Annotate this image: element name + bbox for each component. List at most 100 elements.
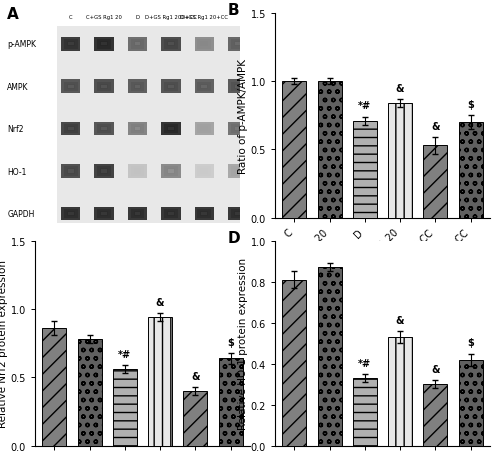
Bar: [168, 86, 174, 89]
Bar: [161, 80, 180, 94]
Bar: [102, 43, 107, 46]
Bar: [134, 84, 141, 90]
Bar: [168, 170, 174, 173]
Bar: [64, 167, 78, 177]
Bar: [458, 360, 482, 446]
Bar: [231, 40, 244, 50]
Bar: [98, 82, 111, 92]
Bar: [234, 42, 241, 47]
Bar: [128, 207, 147, 221]
Bar: [131, 125, 144, 134]
Bar: [194, 165, 214, 178]
Bar: [134, 126, 141, 132]
Bar: [134, 128, 140, 131]
Bar: [98, 167, 111, 177]
Text: D: D: [228, 231, 240, 246]
Bar: [198, 40, 211, 50]
Bar: [68, 43, 73, 46]
Bar: [228, 38, 248, 51]
Bar: [184, 391, 208, 446]
Text: Nrf2: Nrf2: [8, 125, 24, 134]
Bar: [168, 128, 174, 131]
Text: *#: *#: [358, 358, 372, 368]
Bar: [100, 126, 108, 132]
Bar: [161, 38, 180, 51]
Bar: [61, 207, 80, 221]
Bar: [167, 84, 175, 90]
Bar: [102, 86, 107, 89]
Bar: [78, 339, 102, 446]
Bar: [64, 125, 78, 134]
Text: AMPK: AMPK: [8, 82, 29, 91]
Bar: [68, 86, 73, 89]
Bar: [98, 209, 111, 219]
Y-axis label: Relative Nrf2 protein expression: Relative Nrf2 protein expression: [0, 260, 8, 427]
Bar: [100, 212, 108, 217]
Bar: [424, 384, 448, 446]
Bar: [128, 38, 147, 51]
Bar: [167, 126, 175, 132]
Bar: [198, 209, 211, 219]
Bar: [68, 170, 73, 173]
Y-axis label: Ratio of p-AMPK/AMPK: Ratio of p-AMPK/AMPK: [238, 59, 248, 173]
Bar: [134, 212, 140, 216]
Bar: [194, 123, 214, 136]
Text: *#: *#: [118, 349, 132, 359]
Bar: [164, 40, 177, 50]
Bar: [458, 123, 482, 218]
Bar: [102, 212, 107, 216]
Text: D+GS Rg1 20D+CC: D+GS Rg1 20D+CC: [145, 15, 197, 20]
Text: &: &: [431, 364, 440, 374]
Bar: [231, 167, 244, 177]
Bar: [228, 207, 248, 221]
Bar: [194, 38, 214, 51]
Text: D+GS Rg1 20+CC: D+GS Rg1 20+CC: [180, 15, 228, 20]
Bar: [102, 170, 107, 173]
Bar: [353, 121, 377, 218]
Bar: [164, 209, 177, 219]
Bar: [164, 82, 177, 92]
Bar: [128, 123, 147, 136]
Bar: [100, 84, 108, 90]
Bar: [113, 369, 137, 446]
Bar: [67, 212, 74, 217]
Bar: [102, 128, 107, 131]
Bar: [218, 359, 242, 446]
Bar: [134, 43, 140, 46]
Text: C: C: [69, 15, 72, 20]
Text: HO-1: HO-1: [8, 167, 26, 176]
Text: $: $: [467, 338, 474, 348]
Bar: [61, 123, 80, 136]
Bar: [68, 128, 73, 131]
Bar: [231, 209, 244, 219]
Bar: [164, 167, 177, 177]
Bar: [131, 82, 144, 92]
Bar: [194, 80, 214, 94]
Text: A: A: [8, 7, 19, 22]
Text: B: B: [228, 4, 239, 18]
Bar: [202, 86, 207, 89]
Bar: [231, 125, 244, 134]
Text: C+GS Rg1 20: C+GS Rg1 20: [86, 15, 122, 20]
Bar: [168, 212, 174, 216]
Bar: [200, 84, 208, 90]
Text: $: $: [467, 100, 474, 110]
Bar: [57, 27, 252, 223]
Bar: [234, 128, 240, 131]
Bar: [168, 43, 174, 46]
Bar: [67, 169, 74, 174]
Bar: [234, 169, 241, 174]
Bar: [64, 82, 78, 92]
Bar: [234, 212, 240, 216]
Bar: [131, 167, 144, 177]
Bar: [202, 212, 207, 216]
Text: *#: *#: [358, 101, 372, 111]
Bar: [231, 82, 244, 92]
Bar: [282, 280, 306, 446]
Bar: [424, 146, 448, 218]
Bar: [198, 82, 211, 92]
Bar: [67, 42, 74, 47]
Bar: [42, 329, 66, 446]
Bar: [67, 84, 74, 90]
Text: &: &: [156, 298, 164, 308]
